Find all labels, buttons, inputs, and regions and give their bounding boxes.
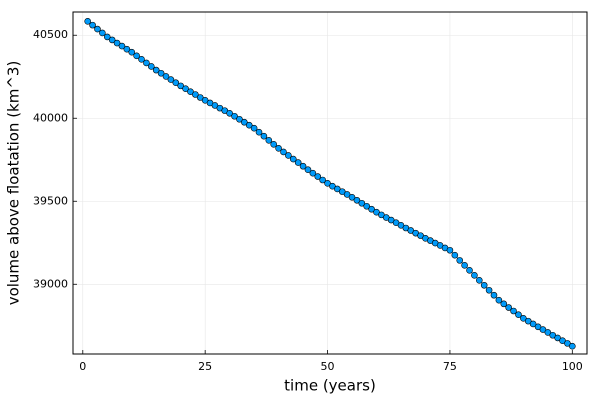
marker: [490, 291, 498, 299]
marker: [319, 176, 326, 184]
marker: [358, 199, 366, 207]
marker: [143, 59, 150, 67]
marker: [338, 188, 346, 195]
marker: [167, 76, 175, 83]
marker: [324, 180, 331, 187]
marker: [520, 315, 527, 322]
marker: [534, 323, 542, 331]
y-tick-label: 39500: [33, 194, 68, 207]
marker: [480, 281, 488, 289]
marker: [270, 141, 278, 148]
marker: [314, 173, 322, 180]
marker: [118, 42, 126, 50]
marker: [182, 85, 189, 93]
marker: [446, 246, 454, 254]
marker: [569, 342, 576, 350]
marker: [260, 132, 268, 140]
x-tick-label: 100: [562, 360, 583, 373]
marker: [510, 307, 517, 315]
plot-frame: [72, 11, 588, 355]
marker: [133, 52, 140, 60]
x-tick-label: 25: [198, 360, 212, 373]
marker: [505, 304, 512, 311]
marker: [99, 29, 106, 37]
marker: [128, 48, 136, 56]
marker: [152, 66, 160, 74]
marker: [471, 272, 478, 279]
marker: [231, 112, 238, 120]
marker: [485, 286, 493, 294]
marker: [177, 82, 184, 90]
marker: [348, 193, 356, 201]
marker: [84, 17, 91, 25]
marker: [289, 155, 297, 163]
marker: [544, 329, 552, 336]
marker: [554, 334, 561, 342]
marker: [539, 326, 547, 333]
x-tick-label: 75: [443, 360, 457, 373]
y-tick-label: 39000: [33, 277, 68, 290]
marker: [108, 36, 116, 44]
marker: [162, 73, 170, 80]
marker: [353, 196, 361, 204]
marker: [265, 137, 273, 144]
marker: [226, 109, 233, 117]
marker: [192, 91, 199, 98]
marker: [255, 128, 263, 136]
marker: [294, 159, 302, 166]
marker: [280, 148, 287, 156]
marker: [275, 145, 282, 152]
y-tick-label: 40500: [33, 28, 68, 41]
marker: [103, 33, 111, 41]
marker: [466, 267, 473, 274]
y-tick-label: 40000: [33, 111, 68, 124]
marker: [529, 320, 537, 328]
x-tick-label: 0: [79, 360, 86, 373]
x-tick-label: 50: [321, 360, 335, 373]
marker: [123, 45, 131, 53]
marker: [285, 152, 292, 159]
marker: [476, 276, 483, 284]
marker: [113, 39, 121, 47]
marker: [196, 94, 204, 101]
marker: [456, 257, 464, 264]
marker: [564, 340, 571, 347]
marker: [250, 124, 258, 132]
marker: [94, 25, 101, 33]
marker: [138, 56, 145, 63]
marker: [236, 115, 243, 123]
marker: [343, 191, 351, 198]
marker: [495, 296, 503, 304]
marker: [368, 205, 375, 213]
marker: [304, 166, 312, 174]
marker: [299, 162, 307, 170]
marker: [187, 88, 194, 95]
marker: [451, 251, 459, 259]
marker: [329, 182, 336, 190]
x-axis-label: time (years): [284, 377, 376, 395]
marker: [500, 300, 508, 308]
marker: [363, 202, 371, 210]
marker: [524, 317, 532, 325]
marker: [515, 311, 522, 318]
y-axis-label: volume above floatation (km^3): [5, 61, 23, 306]
marker: [172, 79, 180, 87]
marker: [157, 69, 165, 77]
marker: [461, 262, 468, 269]
marker: [309, 169, 317, 177]
marker: [241, 118, 248, 126]
marker: [89, 21, 96, 29]
marker: [245, 121, 253, 129]
marker: [148, 63, 155, 70]
